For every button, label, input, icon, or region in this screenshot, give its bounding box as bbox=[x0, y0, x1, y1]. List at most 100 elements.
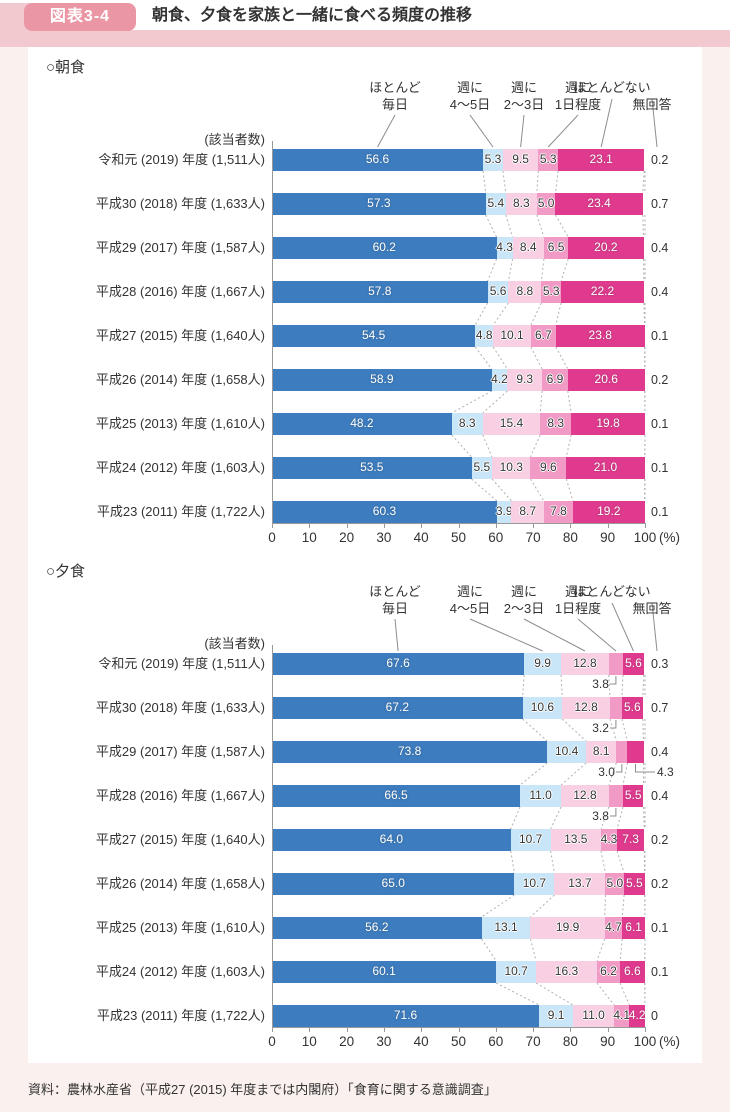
no-answer-value: 0.4 bbox=[651, 789, 669, 803]
value-label: 56.6 bbox=[365, 152, 390, 166]
row-year-label: 平成23 (2011) 年度 (1,722人) bbox=[96, 504, 265, 519]
row-year-label: 平成26 (2014) 年度 (1,658人) bbox=[95, 876, 265, 891]
bar-segment-3 bbox=[538, 149, 559, 171]
bar-segment-3 bbox=[600, 829, 618, 851]
figure-title: 朝食、夕食を家族と一緒に食べる頻度の推移 bbox=[152, 7, 473, 24]
axis-tick-label: 20 bbox=[339, 1034, 355, 1049]
bar-segment-2 bbox=[550, 829, 601, 851]
bar-segment-4 bbox=[571, 413, 645, 435]
bar-segment-1 bbox=[481, 917, 531, 939]
axis-tick bbox=[458, 1027, 460, 1032]
bar-segment-1 bbox=[485, 193, 506, 215]
bar-segment-2 bbox=[492, 457, 531, 479]
bar-segment-2 bbox=[511, 501, 544, 523]
bar-segment-1 bbox=[483, 149, 503, 171]
row-year-label: 平成30 (2018) 年度 (1,633人) bbox=[95, 196, 265, 211]
axis-tick bbox=[346, 523, 348, 528]
below-value-label: 3.2 bbox=[592, 721, 609, 735]
axis-tick-label: 90 bbox=[600, 1034, 616, 1049]
no-answer-value: 0.2 bbox=[651, 153, 669, 167]
no-answer-value: 0.7 bbox=[651, 701, 669, 715]
no-answer-value: 0.4 bbox=[651, 241, 669, 255]
bar-segment-3 bbox=[614, 1005, 630, 1027]
axis-tick bbox=[421, 523, 423, 528]
bar-segment-2 bbox=[507, 369, 543, 391]
row-year-label: 平成27 (2015) 年度 (1,640人) bbox=[95, 832, 265, 847]
axis-tick-label: 0 bbox=[268, 1034, 276, 1049]
bar-segment-1 bbox=[475, 325, 494, 347]
row-year-label: 平成26 (2014) 年度 (1,658人) bbox=[95, 372, 265, 387]
value-label: 4.7 bbox=[605, 920, 622, 934]
value-label: 16.3 bbox=[554, 964, 579, 978]
value-label: 19.9 bbox=[555, 920, 580, 934]
row-year-label: 平成29 (2017) 年度 (1,587人) bbox=[95, 240, 265, 255]
value-label: 4.3 bbox=[496, 240, 513, 254]
axis-tick-label: 30 bbox=[376, 530, 392, 545]
value-label: 12.8 bbox=[574, 700, 598, 714]
bar-segment-1 bbox=[487, 281, 509, 303]
no-answer-value: 0.1 bbox=[651, 461, 669, 475]
value-label: 57.3 bbox=[367, 196, 391, 210]
bar-segment-0 bbox=[272, 413, 452, 435]
value-label: 10.7 bbox=[504, 964, 528, 978]
axis-tick-label: 60 bbox=[488, 1034, 504, 1049]
legend-label-series-3: 週に bbox=[564, 584, 592, 599]
source-note: 資料：農林水産省（平成27 (2015) 年度までは内閣府）「食育に関する意識調… bbox=[28, 1082, 497, 1097]
below-value-label: 3.8 bbox=[592, 809, 609, 823]
value-label: 4.2 bbox=[628, 1008, 646, 1022]
bar-segment-4 bbox=[555, 325, 645, 347]
bar-segment-4 bbox=[561, 281, 644, 303]
value-label: 8.7 bbox=[519, 504, 537, 518]
axis-tick bbox=[383, 523, 385, 528]
bar-segment-0 bbox=[272, 325, 476, 347]
value-label: 67.6 bbox=[386, 656, 410, 670]
value-label: 20.6 bbox=[594, 372, 618, 386]
below-value-label: 3.0 bbox=[598, 765, 615, 779]
value-label: 73.8 bbox=[397, 744, 422, 758]
no-answer-value: 0.2 bbox=[651, 833, 669, 847]
axis-tick-label: 40 bbox=[413, 1034, 429, 1049]
bar-segment-1 bbox=[496, 501, 512, 523]
figure-number-badge: 図表3-4 bbox=[24, 3, 136, 31]
value-label: 13.7 bbox=[568, 876, 592, 890]
value-label: 8.3 bbox=[513, 196, 530, 210]
value-label: 9.6 bbox=[540, 460, 557, 474]
bar-segment-0 bbox=[272, 873, 515, 895]
axis-tick bbox=[272, 1027, 273, 1032]
value-label: 23.8 bbox=[588, 328, 612, 342]
value-label: 65.0 bbox=[381, 876, 405, 890]
axis-tick-label: 30 bbox=[376, 1034, 392, 1049]
value-label: 4.3 bbox=[600, 832, 618, 846]
no-answer-value: 0.1 bbox=[651, 921, 669, 935]
value-label: 7.3 bbox=[622, 832, 639, 846]
breakfast-chart: ほとんど 毎日 週に 4〜5日 週に 2〜3日 週に 1日程度 ほとんどない 無回答 (該当者数) 令… bbox=[28, 79, 702, 549]
bar-segment-1 bbox=[520, 785, 562, 807]
bar-segment-4 bbox=[624, 873, 645, 895]
axis-tick bbox=[309, 523, 311, 528]
no-answer-value: 0.3 bbox=[651, 657, 669, 671]
row-year-label: 平成23 (2011) 年度 (1,722人) bbox=[96, 1008, 265, 1023]
bar-segment-3 bbox=[596, 961, 620, 983]
bar-segment-2 bbox=[562, 697, 610, 719]
header-pink-strip bbox=[0, 30, 730, 47]
axis-tick-label: 70 bbox=[525, 1034, 541, 1049]
row-year-label: 平成25 (2013) 年度 (1,610人) bbox=[95, 416, 265, 431]
bar-segment-0 bbox=[272, 457, 472, 479]
no-answer-value: 0.7 bbox=[651, 197, 669, 211]
bar-segment-0 bbox=[272, 741, 548, 763]
axis-unit-label: (%) bbox=[659, 530, 680, 545]
bar-segment-3 bbox=[604, 917, 623, 939]
legend-label-series-0: ほとんど bbox=[369, 80, 421, 95]
respondents-header: (該当者数) bbox=[204, 132, 265, 147]
axis-tick-label: 10 bbox=[301, 530, 317, 545]
bar-segment-0 bbox=[272, 281, 488, 303]
value-label: 10.3 bbox=[499, 460, 523, 474]
dinner-chart: ほとんど 毎日 週に 4〜5日 週に 2〜3日 週に 1日程度 ほとんどない 無回答 (該当者数) 令… bbox=[28, 583, 702, 1053]
axis-tick-label: 90 bbox=[600, 530, 616, 545]
value-label: 19.8 bbox=[596, 416, 620, 430]
row-year-label: 平成28 (2016) 年度 (1,667人) bbox=[95, 284, 265, 299]
bar-segment-4 bbox=[568, 237, 644, 259]
axis-tick bbox=[607, 1027, 609, 1032]
bar-segment-4 bbox=[573, 501, 645, 523]
value-label: 10.4 bbox=[554, 744, 579, 758]
